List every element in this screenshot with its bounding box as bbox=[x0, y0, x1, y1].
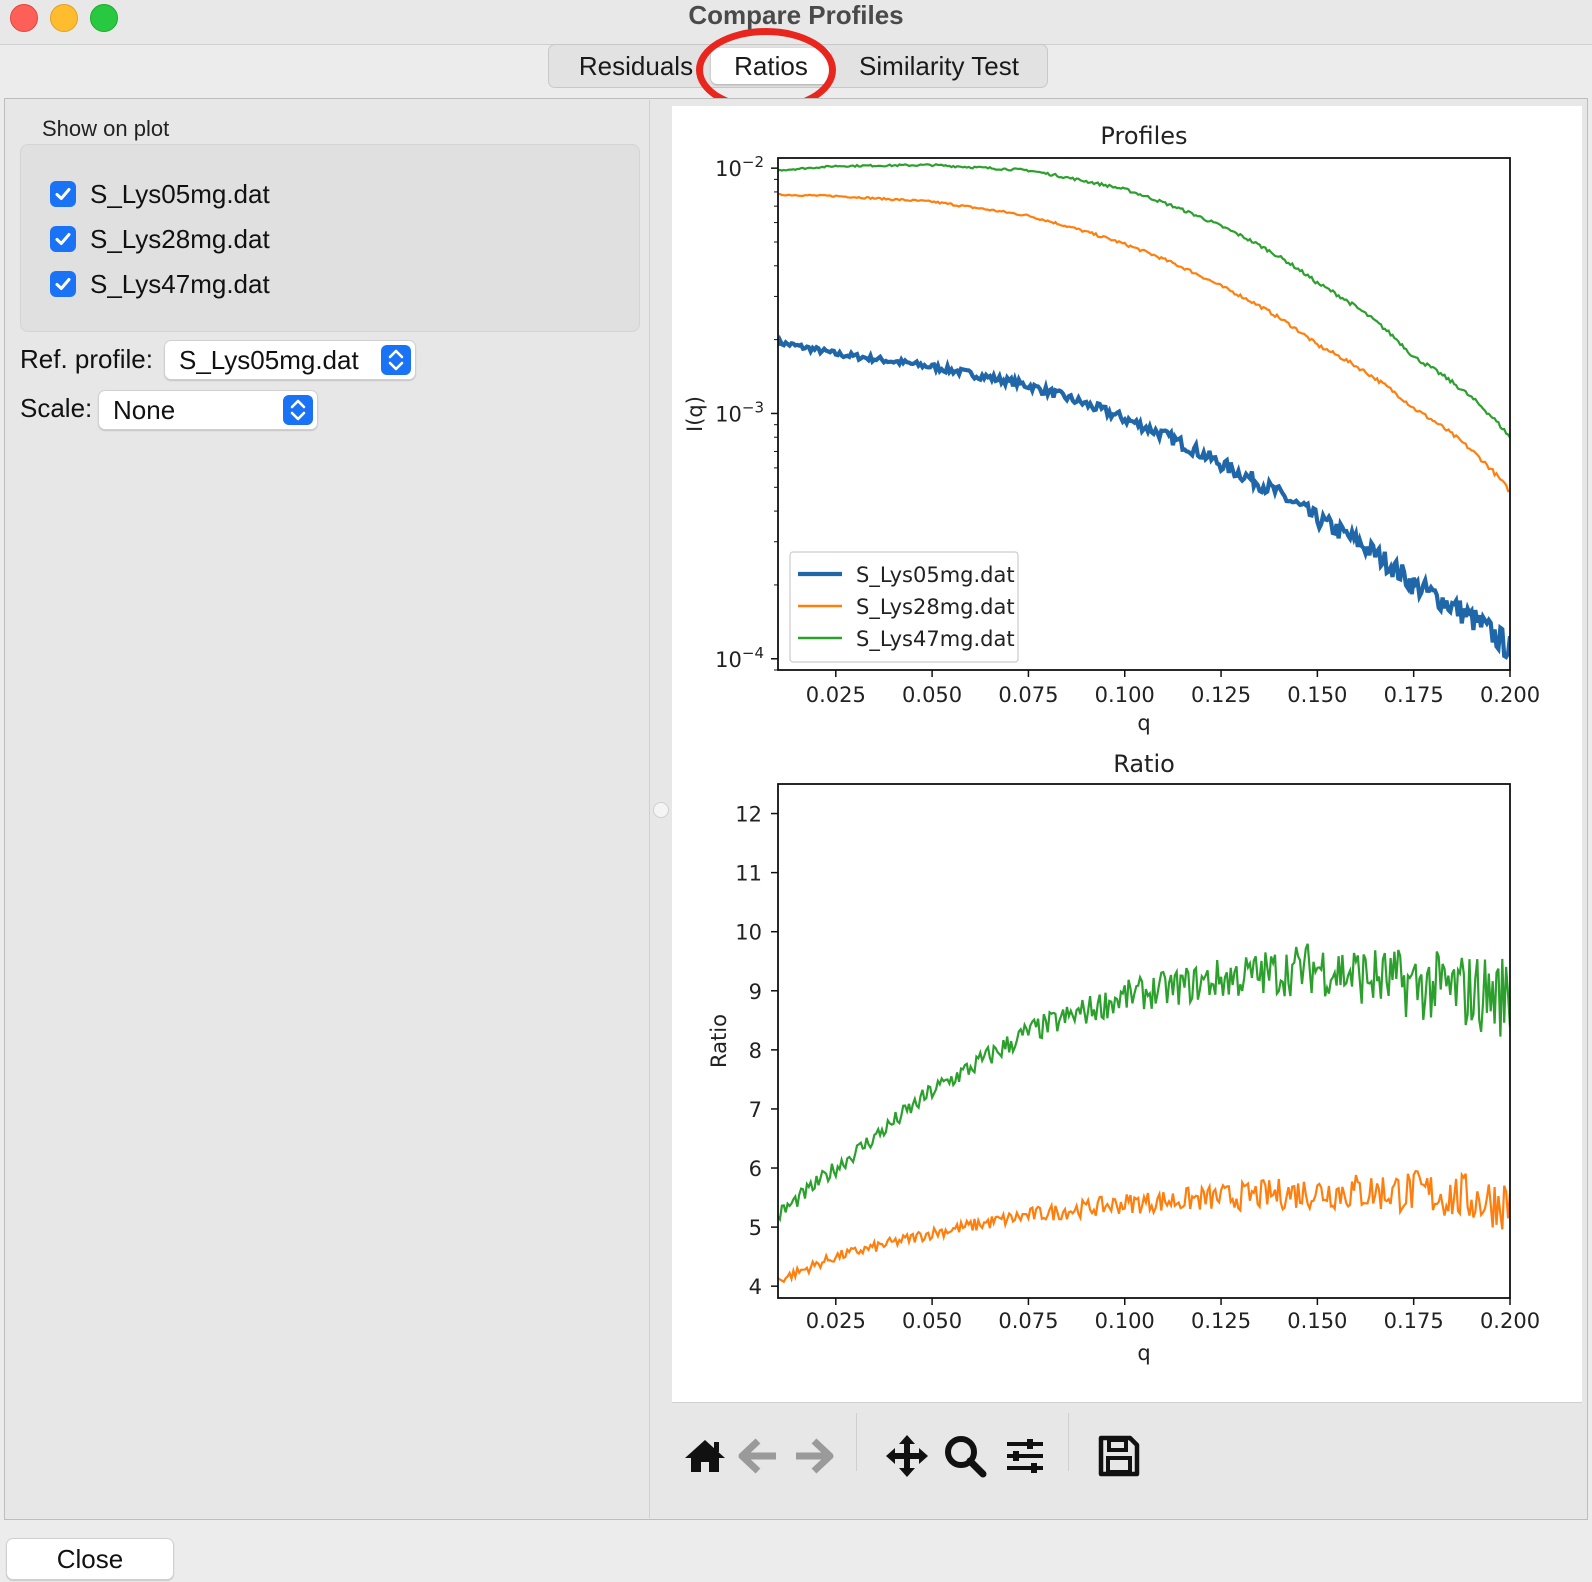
maximize-window-button[interactable] bbox=[90, 4, 118, 32]
ref-profile-value: S_Lys05mg.dat bbox=[179, 345, 359, 375]
pan-icon[interactable] bbox=[882, 1431, 932, 1481]
y-axis-label: Ratio bbox=[707, 1014, 731, 1068]
x-tick-label: 0.175 bbox=[1384, 1309, 1444, 1333]
x-tick-label: 0.075 bbox=[998, 1309, 1058, 1333]
legend-box bbox=[789, 551, 1019, 663]
y-axis-label: I(q) bbox=[683, 396, 707, 432]
legend-label: S_Lys47mg.dat bbox=[856, 627, 1015, 652]
series-line bbox=[778, 334, 1510, 660]
y-tick-label: 9 bbox=[749, 980, 762, 1004]
x-tick-label: 0.025 bbox=[806, 1309, 866, 1333]
axes-frame bbox=[777, 783, 1511, 1299]
profile-checkbox-label: S_Lys47mg.dat bbox=[90, 268, 270, 299]
tab-similarity-test[interactable]: Similarity Test bbox=[859, 51, 1019, 81]
options-panel bbox=[6, 100, 650, 1518]
profile-checkbox-label: S_Lys05mg.dat bbox=[90, 178, 270, 209]
x-tick-label: 0.075 bbox=[998, 683, 1058, 707]
y-tick-label: 5 bbox=[749, 1216, 762, 1240]
show-on-plot-group bbox=[20, 144, 640, 332]
x-tick-label: 0.100 bbox=[1095, 1309, 1155, 1333]
configure-subplots-icon[interactable] bbox=[1000, 1431, 1050, 1481]
minimize-window-button[interactable] bbox=[50, 4, 78, 32]
legend-label: S_Lys05mg.dat bbox=[856, 563, 1015, 588]
updown-chevron-icon bbox=[283, 395, 313, 425]
y-tick-label: 12 bbox=[735, 803, 762, 827]
y-tick-label: 7 bbox=[749, 1098, 762, 1122]
forward-arrow-icon[interactable] bbox=[788, 1431, 838, 1481]
back-arrow-icon[interactable] bbox=[734, 1431, 784, 1481]
profile-checkbox-row[interactable]: S_Lys28mg.dat bbox=[50, 221, 270, 257]
scale-select[interactable]: None bbox=[98, 390, 318, 430]
x-tick-label: 0.025 bbox=[806, 683, 866, 707]
x-tick-label: 0.200 bbox=[1480, 1309, 1540, 1333]
splitter-handle[interactable] bbox=[653, 802, 669, 818]
toolbar-separator bbox=[1068, 1413, 1069, 1471]
x-axis-label: q bbox=[1137, 1341, 1150, 1365]
save-icon[interactable] bbox=[1094, 1431, 1144, 1481]
plot-canvas[interactable]: Profiles 0.025 0.050 0.075 0.100 0.125 0.150 0.… bbox=[672, 106, 1582, 1402]
scale-label: Scale: bbox=[20, 393, 93, 423]
tab-residuals[interactable]: Residuals bbox=[578, 51, 694, 81]
series-line bbox=[778, 192, 1510, 493]
ref-profile-label: Ref. profile: bbox=[20, 344, 153, 374]
y-tick-label: 4 bbox=[749, 1275, 762, 1299]
checkbox-checked-icon[interactable] bbox=[50, 181, 76, 207]
ref-profile-select[interactable]: S_Lys05mg.dat bbox=[164, 340, 416, 380]
close-button[interactable]: Close bbox=[6, 1538, 174, 1580]
y-tick-label: 10−2 bbox=[715, 153, 764, 181]
y-tick-label: 10 bbox=[735, 921, 762, 945]
profile-checkbox-row[interactable]: S_Lys47mg.dat bbox=[50, 266, 270, 302]
chart-title: Ratio bbox=[1113, 750, 1175, 778]
x-tick-label: 0.125 bbox=[1191, 683, 1251, 707]
footer-bar: Close bbox=[0, 1522, 1592, 1582]
legend-label: S_Lys28mg.dat bbox=[856, 595, 1015, 620]
checkbox-checked-icon[interactable] bbox=[50, 271, 76, 297]
series-line bbox=[778, 1170, 1510, 1284]
y-tick-label: 11 bbox=[735, 862, 762, 886]
plots-figure: Profiles 0.025 0.050 0.075 0.100 0.125 0.150 0.… bbox=[683, 122, 1540, 1365]
plot-toolbar bbox=[672, 1402, 1582, 1519]
series-group bbox=[778, 162, 1510, 660]
x-axis-label: q bbox=[1137, 711, 1150, 735]
x-tick-label: 0.175 bbox=[1384, 683, 1444, 707]
window-title: Compare Profiles bbox=[688, 0, 904, 30]
chart-title: Profiles bbox=[1100, 122, 1187, 150]
series-group bbox=[778, 943, 1510, 1284]
y-tick-label: 10−4 bbox=[715, 644, 764, 672]
toolbar-separator bbox=[856, 1413, 857, 1471]
x-tick-label: 0.150 bbox=[1287, 1309, 1347, 1333]
show-on-plot-label: Show on plot bbox=[42, 116, 170, 141]
y-tick-label: 6 bbox=[749, 1157, 762, 1181]
zoom-icon[interactable] bbox=[940, 1431, 990, 1481]
x-tick-label: 0.200 bbox=[1480, 683, 1540, 707]
x-tick-label: 0.050 bbox=[902, 1309, 962, 1333]
y-tick-label: 10−3 bbox=[715, 398, 764, 426]
profile-checkbox-label: S_Lys28mg.dat bbox=[90, 223, 270, 254]
series-line bbox=[778, 162, 1510, 439]
home-icon[interactable] bbox=[680, 1431, 730, 1481]
profile-checkbox-row[interactable]: S_Lys05mg.dat bbox=[50, 176, 270, 212]
x-tick-label: 0.100 bbox=[1095, 683, 1155, 707]
x-tick-label: 0.125 bbox=[1191, 1309, 1251, 1333]
close-window-button[interactable] bbox=[10, 4, 38, 32]
scale-value: None bbox=[113, 395, 176, 425]
y-tick-label: 8 bbox=[749, 1039, 762, 1063]
updown-chevron-icon bbox=[381, 345, 411, 375]
x-tick-label: 0.050 bbox=[902, 683, 962, 707]
checkbox-checked-icon[interactable] bbox=[50, 226, 76, 252]
x-tick-label: 0.150 bbox=[1287, 683, 1347, 707]
series-line bbox=[778, 943, 1510, 1223]
